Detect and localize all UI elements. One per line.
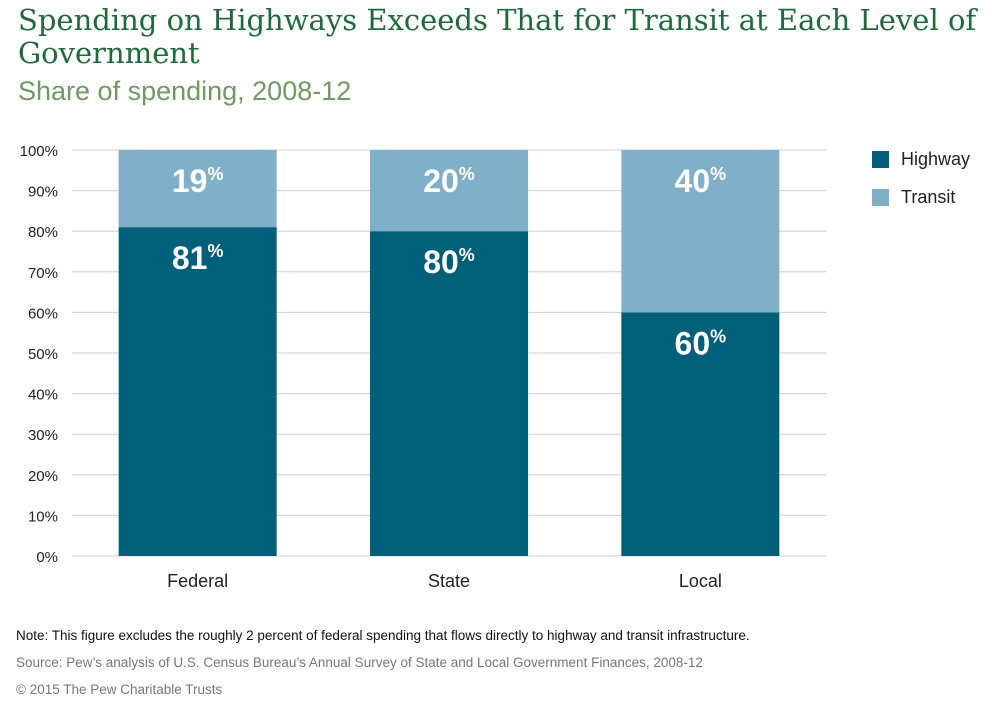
x-tick-label: Local bbox=[679, 571, 722, 591]
y-tick-label: 90% bbox=[28, 184, 58, 201]
y-tick-label: 40% bbox=[28, 387, 58, 404]
y-tick-label: 30% bbox=[28, 427, 58, 444]
bar-transit-state bbox=[370, 150, 528, 232]
y-tick-label: 70% bbox=[28, 265, 58, 282]
bar-highway-local bbox=[621, 312, 780, 556]
y-tick-label: 60% bbox=[28, 305, 58, 322]
y-tick-label: 50% bbox=[28, 346, 58, 363]
legend: Highway Transit bbox=[872, 140, 970, 216]
y-tick-label: 20% bbox=[28, 468, 58, 485]
legend-item-highway: Highway bbox=[872, 140, 970, 178]
copyright-text: © 2015 The Pew Charitable Trusts bbox=[16, 682, 223, 697]
bar-transit-local bbox=[621, 150, 780, 313]
note-text: Note: This figure excludes the roughly 2… bbox=[16, 628, 750, 643]
source-text: Source: Pew’s analysis of U.S. Census Bu… bbox=[16, 655, 703, 670]
data-label: 81% bbox=[172, 240, 224, 276]
legend-label-highway: Highway bbox=[901, 148, 971, 169]
legend-label-transit: Transit bbox=[901, 186, 956, 207]
legend-swatch-highway bbox=[872, 150, 889, 168]
footnotes: Note: This figure excludes the roughly 2… bbox=[16, 628, 976, 697]
y-tick-label: 100% bbox=[20, 143, 58, 160]
x-tick-label: Federal bbox=[167, 571, 228, 591]
data-label: 60% bbox=[675, 325, 727, 361]
bar-highway-federal bbox=[118, 227, 277, 556]
y-tick-label: 10% bbox=[28, 508, 58, 525]
data-label: 20% bbox=[423, 163, 475, 199]
chart-subtitle: Share of spending, 2008-12 bbox=[18, 76, 352, 106]
y-tick-label: 0% bbox=[36, 549, 58, 566]
y-tick-label: 80% bbox=[28, 224, 58, 241]
legend-item-transit: Transit bbox=[872, 178, 970, 216]
data-label: 80% bbox=[423, 244, 475, 280]
data-label: 40% bbox=[675, 163, 727, 199]
bar-transit-federal bbox=[118, 150, 277, 228]
bar-highway-state bbox=[370, 231, 528, 556]
stacked-bar-chart: 0% 10% 20% 30% 40% 50% 60% 70% 80% 90% 100% 81% 19% F… bbox=[20, 143, 826, 591]
legend-swatch-transit bbox=[872, 188, 889, 206]
data-label: 19% bbox=[172, 163, 224, 199]
x-tick-label: State bbox=[428, 571, 470, 591]
chart-title: Spending on Highways Exceeds That for Tr… bbox=[18, 3, 977, 70]
